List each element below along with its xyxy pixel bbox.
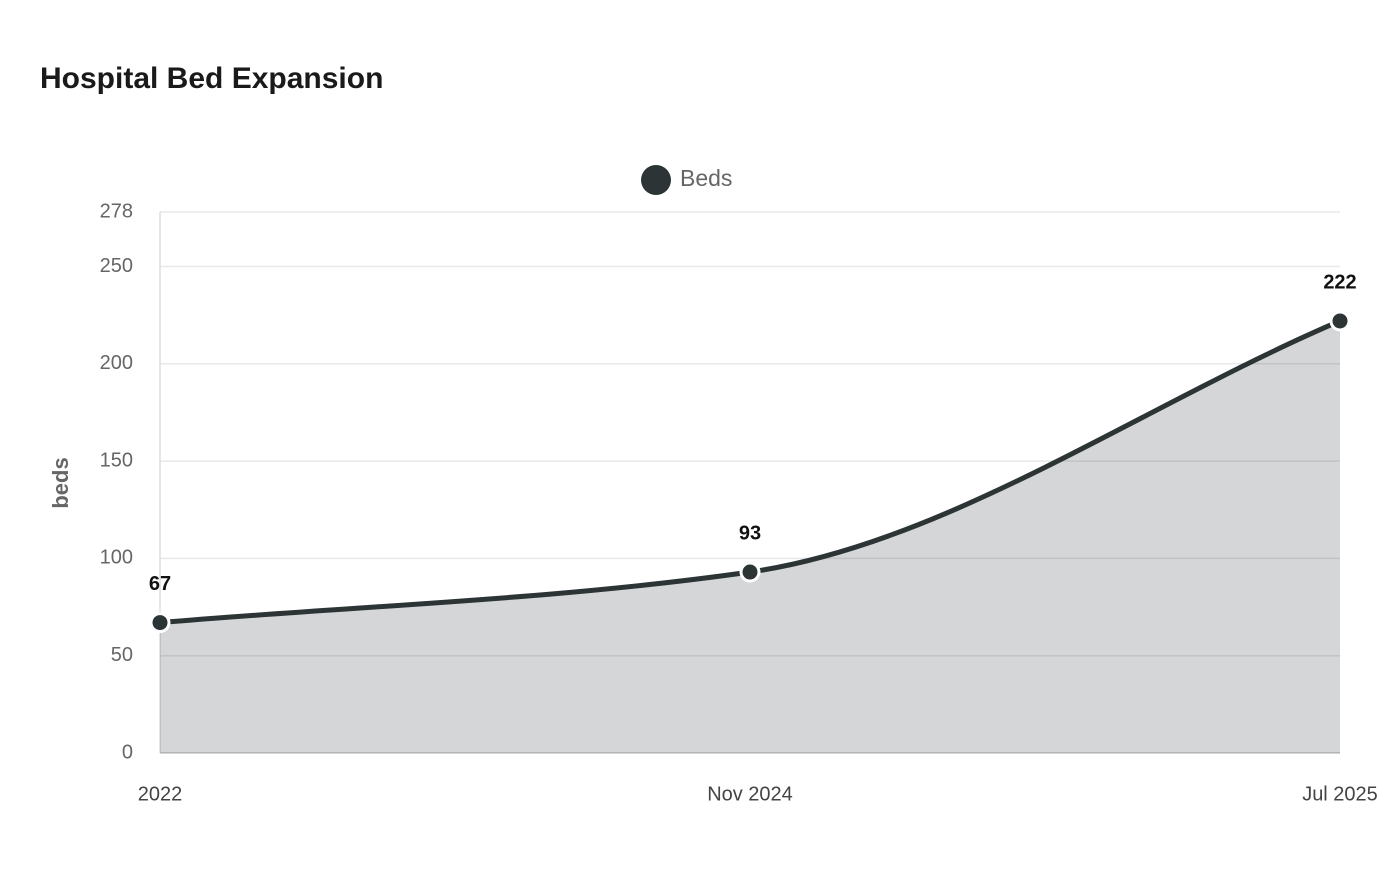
y-axis-label: beds	[48, 457, 73, 508]
y-tick-label: 100	[100, 547, 133, 569]
y-tick-label: 250	[100, 255, 133, 277]
data-label: 67	[149, 573, 171, 595]
y-tick-label: 150	[100, 449, 133, 471]
y-tick-label: 200	[100, 352, 133, 374]
x-tick-label: Nov 2024	[707, 783, 793, 805]
point	[739, 561, 761, 583]
y-tick-label: 0	[122, 741, 133, 763]
legend-marker	[641, 165, 671, 195]
data-label: 222	[1323, 271, 1356, 293]
area-fill	[160, 320, 1340, 753]
y-tick-label: 278	[100, 200, 133, 222]
legend-label: Beds	[680, 165, 732, 191]
y-tick-label: 50	[111, 644, 133, 666]
chart-title: Hospital Bed Expansion	[40, 62, 383, 95]
x-tick-label: 2022	[138, 783, 183, 805]
point	[149, 612, 171, 634]
point	[1329, 310, 1351, 332]
data-label: 93	[739, 522, 761, 544]
x-tick-label: Jul 2025	[1302, 783, 1378, 805]
